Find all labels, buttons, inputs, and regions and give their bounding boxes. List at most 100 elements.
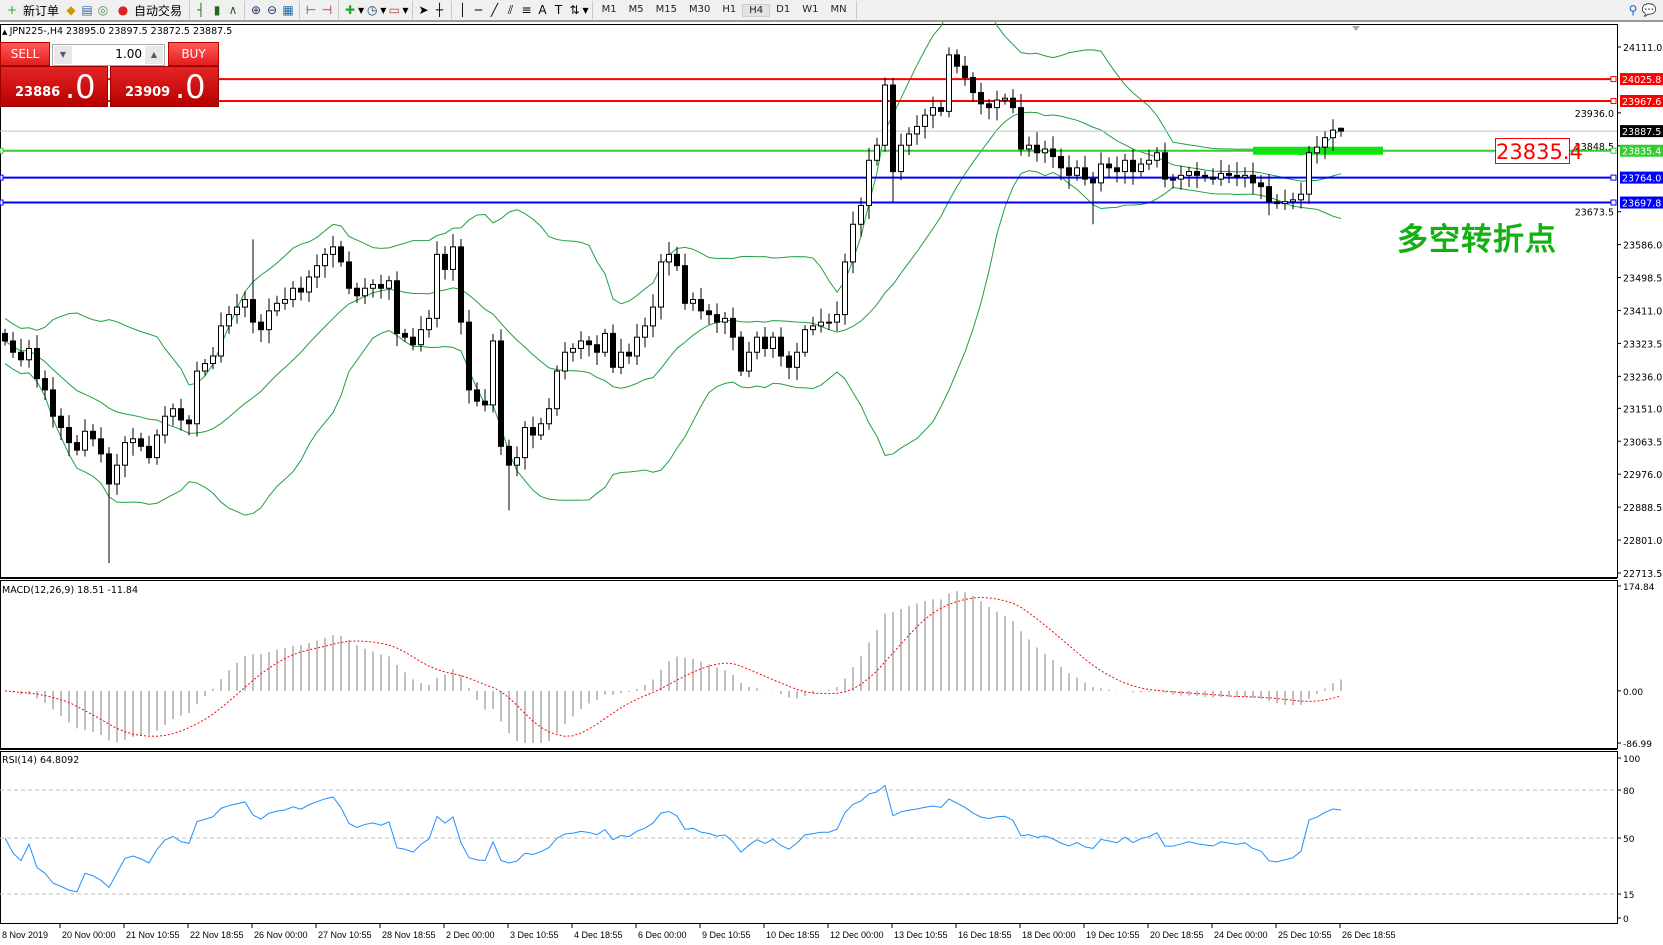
chart-canvas[interactable]: 24111.0 23936.0 23848.5 23673.5 23586.0 23498… xyxy=(0,22,1663,945)
templates-icon[interactable]: ▭ xyxy=(388,3,401,17)
timeframe-d1[interactable]: D1 xyxy=(776,3,791,15)
annotation-text[interactable]: 多空转折点 xyxy=(1397,222,1557,258)
lot-increase-icon[interactable]: ▲ xyxy=(145,46,163,64)
navigator-icon[interactable]: ▤ xyxy=(81,3,93,17)
price-axis-label: 23586.0 xyxy=(1623,241,1662,252)
dropdown-arrow-icon[interactable]: ▼ xyxy=(380,5,387,15)
vertical-line-icon[interactable]: │ xyxy=(458,3,467,17)
candle-body xyxy=(1130,159,1136,173)
toolbar-separator xyxy=(450,1,452,19)
candle xyxy=(1242,167,1248,188)
zoom-in-icon[interactable]: ⊕ xyxy=(251,3,262,17)
candle xyxy=(322,247,328,278)
line-chart-icon[interactable]: ∧ xyxy=(228,3,238,17)
timeframe-m30[interactable]: M30 xyxy=(689,3,711,15)
timeframe-mn[interactable]: MN xyxy=(830,3,847,15)
candle xyxy=(802,325,808,357)
timeframe-h1[interactable]: H1 xyxy=(722,3,737,15)
timeframe-m15[interactable]: M15 xyxy=(655,3,678,15)
cursor-icon[interactable]: ➤ xyxy=(418,3,429,17)
price-tag xyxy=(1620,144,1663,157)
dropdown-arrow-icon[interactable]: ▼ xyxy=(402,5,409,15)
candle-body xyxy=(1282,201,1288,205)
candle xyxy=(738,331,744,376)
candle-body xyxy=(482,400,488,406)
candle xyxy=(2,328,8,346)
signals-icon[interactable]: ◎ xyxy=(97,3,109,17)
candle xyxy=(706,304,712,325)
bar-chart-icon[interactable]: ┤ xyxy=(197,3,205,17)
candle xyxy=(1218,159,1224,186)
candle-body xyxy=(546,408,552,425)
timeframe-m5[interactable]: M5 xyxy=(628,3,644,15)
fibonacci-icon[interactable]: ≡ xyxy=(521,3,532,17)
candle-body xyxy=(418,329,424,346)
candle xyxy=(970,72,976,102)
auto-trading-button[interactable]: ● 自动交易 xyxy=(111,0,186,20)
candle xyxy=(1058,148,1064,181)
autoscroll-icon[interactable]: ⊢ xyxy=(305,3,317,17)
candle xyxy=(626,343,632,364)
candlestick-icon[interactable]: ▮ xyxy=(213,3,221,17)
candle-body xyxy=(946,54,952,112)
candle xyxy=(1186,166,1192,188)
candle xyxy=(242,291,248,318)
chat-icon[interactable]: 💬 xyxy=(1641,3,1657,17)
candle-body xyxy=(634,336,640,357)
equidistant-channel-icon[interactable]: ⫽ xyxy=(507,3,514,17)
buy-button[interactable]: BUY xyxy=(168,42,219,66)
candle-body xyxy=(426,317,432,331)
candle-body xyxy=(994,99,1000,109)
arrows-icon[interactable]: ⇅ xyxy=(569,3,580,17)
search-icon[interactable]: ⚲ xyxy=(1628,3,1638,17)
candle xyxy=(618,338,624,375)
periods-icon[interactable]: ◷ xyxy=(366,3,378,17)
tile-windows-icon[interactable]: ▦ xyxy=(282,3,294,17)
lot-decrease-icon[interactable]: ▼ xyxy=(54,46,72,64)
text-label-icon[interactable]: T xyxy=(554,3,563,17)
sell-price[interactable]: 23886.0 xyxy=(0,66,108,107)
toolbar-separator xyxy=(338,1,340,19)
dropdown-arrow-icon[interactable]: ▼ xyxy=(582,5,589,15)
time-axis-label: 4 Dec 18:55 xyxy=(574,930,623,940)
candle xyxy=(890,77,896,202)
candle-body xyxy=(1170,178,1176,181)
candle-body xyxy=(834,314,840,323)
candle xyxy=(1042,140,1048,163)
chart-shift-icon[interactable]: ⊣ xyxy=(321,3,333,17)
timeframe-h4[interactable]: H4 xyxy=(742,3,771,17)
indicators-icon[interactable]: ✚ xyxy=(345,3,356,17)
dropdown-arrow-icon[interactable]: ▼ xyxy=(358,5,365,15)
candle-body xyxy=(394,280,400,334)
price-axis-label: 23063.5 xyxy=(1623,437,1662,448)
rsi-axis-label: 15 xyxy=(1623,891,1634,901)
crosshair-icon[interactable]: ┼ xyxy=(435,3,444,17)
price-annotation-box[interactable]: 23835.4 xyxy=(1495,138,1583,164)
zoom-out-icon[interactable]: ⊖ xyxy=(267,3,278,17)
sell-button[interactable]: SELL xyxy=(0,42,50,66)
candle xyxy=(898,133,904,181)
candle-body xyxy=(1122,159,1128,173)
candle xyxy=(274,295,280,317)
collapse-icon[interactable]: ▲ xyxy=(2,28,10,36)
price-tag-label: 24025.8 xyxy=(1622,75,1661,86)
trendline-icon[interactable]: ╱ xyxy=(490,3,499,17)
lot-size-input[interactable]: ▼ 1.00 ▲ xyxy=(52,44,165,66)
price-axis-label: 23936.0 xyxy=(1575,109,1614,120)
horizontal-line-icon[interactable]: ─ xyxy=(474,3,483,17)
candle xyxy=(714,303,720,334)
candle-body xyxy=(610,332,616,368)
new-order-button[interactable]: + 新订单 xyxy=(0,0,63,20)
candle-body xyxy=(826,321,832,324)
buy-price[interactable]: 23909.0 xyxy=(110,66,219,107)
candle xyxy=(930,96,936,129)
price-tag-label: 23697.8 xyxy=(1622,199,1661,210)
toolbar-separator xyxy=(299,1,301,19)
timeframe-w1[interactable]: W1 xyxy=(802,3,819,15)
line-handle xyxy=(1610,147,1617,154)
candle xyxy=(146,435,152,464)
timeframe-m1[interactable]: M1 xyxy=(601,3,617,15)
text-icon[interactable]: A xyxy=(538,3,547,17)
history-icon[interactable]: ◆ xyxy=(66,3,76,17)
candle-body xyxy=(1106,163,1112,169)
